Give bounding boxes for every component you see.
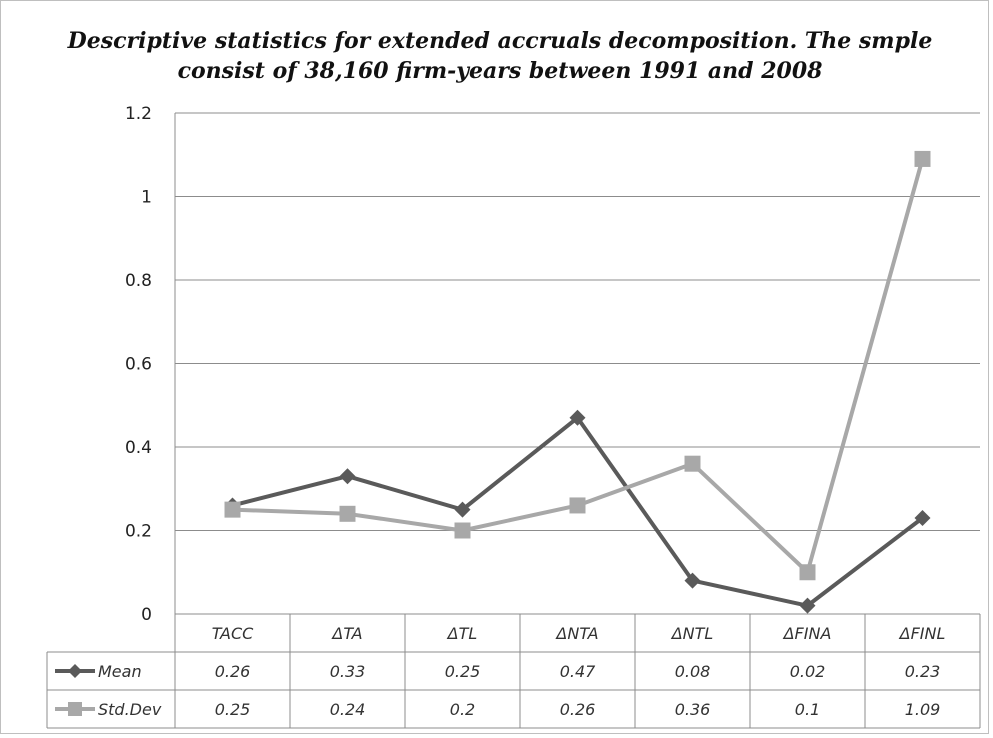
data-point-stddev [454,522,471,539]
category-label: ΔNTL [670,624,714,643]
data-point-stddev [914,150,931,167]
table-cell-value: 0.33 [330,662,366,681]
y-tick-label: 0.6 [125,355,152,375]
table-cell-value: 0.02 [790,662,826,681]
chart-title-line-1: Descriptive statistics for extended accr… [67,28,933,54]
data-point-stddev [224,501,241,518]
chart-title-line-2: consist of 38,160 firm-years between 199… [177,58,823,84]
legend-key-marker [68,664,82,678]
table-cell-value: 0.26 [215,662,251,681]
data-point-mean [914,509,931,526]
y-tick-label: 0.4 [125,438,152,458]
data-point-mean [454,501,471,518]
table-cell-value: 0.1 [795,700,820,719]
table-cell-value: 1.09 [905,700,941,719]
data-point-mean [339,468,356,485]
chart-title: Descriptive statistics for extended accr… [60,26,940,86]
legend-label: Std.Dev [98,700,162,719]
category-label: ΔTL [446,624,478,643]
data-point-mean [684,572,701,589]
data-point-stddev [684,455,701,472]
table-cell-value: 0.26 [560,700,596,719]
y-tick-label: 0.2 [125,522,152,542]
legend-key-marker [68,702,82,716]
category-label: ΔNTA [554,624,598,643]
category-label: ΔFINA [782,624,832,643]
category-label: ΔTA [330,624,362,643]
data-point-stddev [339,505,356,522]
table-cell-value: 0.24 [330,700,366,719]
table-cell-value: 0.2 [450,700,475,719]
y-tick-label: 1.2 [125,104,152,124]
data-point-stddev [569,497,586,514]
table-cell-value: 0.23 [905,662,941,681]
table-cell-value: 0.25 [215,700,251,719]
table-cell-value: 0.08 [675,662,711,681]
y-tick-label: 1 [141,188,152,208]
data-point-mean [799,597,816,614]
table-cell-value: 0.25 [445,662,481,681]
table-cell-value: 0.47 [560,662,596,681]
y-tick-label: 0 [141,605,152,625]
legend-label: Mean [98,662,142,681]
data-point-mean [569,409,586,426]
data-point-stddev [799,564,816,581]
category-label: TACC [212,624,254,643]
category-label: ΔFINL [898,624,946,643]
y-tick-label: 0.8 [125,271,152,291]
table-cell-value: 0.36 [675,700,711,719]
